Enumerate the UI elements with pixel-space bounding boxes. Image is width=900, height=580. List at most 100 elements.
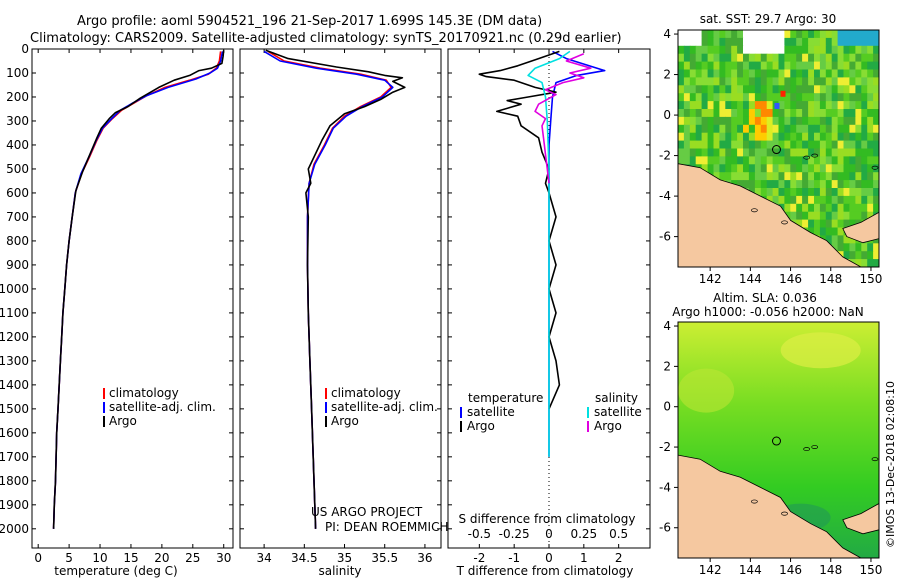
plot-frame [31,48,234,549]
sst-cell [731,85,738,94]
sst-cell [796,188,803,197]
sst-cell [831,211,839,221]
sst-cell [825,180,833,189]
title-line-2: Climatology: CARS2009. Satellite-adjuste… [30,31,622,46]
sst-cell [748,37,756,47]
sst-cell [790,37,797,47]
sst-cell [837,69,845,78]
sst-cell [837,85,845,94]
sst-cell [819,77,827,86]
map-x-tick-label: 146 [779,272,802,286]
sst-cell [754,45,762,55]
sst-cell [825,93,833,102]
s-difference-axis-label: S difference from climatology [459,512,636,526]
sst-cell [725,61,732,71]
sst-cell [843,85,851,94]
sst-cell [861,180,868,189]
sst-cell [814,69,821,78]
sst-cell [766,37,774,47]
credit-line-1: US ARGO PROJECT [311,505,423,519]
sst-cell [861,132,868,142]
sst-cell [772,93,780,102]
sst-cell [819,203,827,213]
sst-cell [713,101,721,110]
sst-cell [855,243,862,252]
sst-cell [784,69,791,78]
sst-cell [819,124,827,134]
sst-cell [725,101,732,110]
sst-cell [867,148,874,157]
sst-cell [855,188,862,197]
sst-cell [754,140,762,150]
sst-cell [748,172,756,181]
sst-cell [814,156,821,165]
sst-cell [678,69,685,78]
sst-cell [861,45,868,55]
sst-cell [695,61,703,71]
legend-title-salinity: salinity [595,391,638,405]
sst-cell [743,45,750,55]
sst-cell [790,77,797,86]
island [803,447,810,452]
sst-cell [725,172,732,181]
sla-map: 142 144 146 148 150 4 2 0 -2 -4 -6 [659,319,882,577]
sst-cell [719,156,726,165]
sst-cell [784,195,791,205]
sst-cell [760,53,768,63]
sst-cell [802,37,809,47]
sst-cell [796,45,803,55]
sst-cell [825,148,833,157]
sst-cell [678,124,685,134]
sst-cell [725,69,732,78]
sst-cell [743,69,750,78]
sst-cell [754,132,762,142]
sst-cell [873,156,879,165]
y-tick-label: 200 [6,90,29,104]
sst-cell [754,124,762,134]
sst-cell [725,85,732,94]
sst-map-title: sat. SST: 29.7 Argo: 30 [700,12,837,26]
sst-cell [754,53,762,63]
sst-cell [837,235,845,244]
map-x-tick-label: 142 [699,563,722,577]
x-tick-label: 35 [337,551,352,565]
sst-cell [849,132,856,142]
sst-cell [861,203,868,213]
sst-cell [790,140,797,150]
sst-cell [778,156,786,165]
sst-cell [873,180,879,189]
sst-cell [855,164,862,173]
sst-cell [867,211,874,221]
sst-cell [760,180,768,189]
sst-cell [831,235,839,244]
sst-cell [689,101,697,110]
sst-cell [802,203,809,213]
sst-cell [873,140,879,150]
sst-cell [837,243,845,252]
sst-cell [849,164,856,173]
sst-cell [760,69,768,78]
sst-cell [849,180,856,189]
sst-cell [843,132,851,142]
sst-cell [855,203,862,213]
sst-cell [837,195,845,205]
sst-cell [748,140,756,150]
sst-cell [754,180,762,189]
sst-cell [766,101,774,110]
sst-cell [861,148,868,157]
map-y-tick-label: 2 [663,359,671,373]
sst-cell [808,109,815,118]
sst-cell [689,53,697,63]
sst-cell [849,85,856,94]
sst-cell [843,251,851,260]
island [811,445,819,450]
map-x-tick-label: 150 [860,563,883,577]
legend-label: Argo [594,419,622,433]
sst-cell [814,93,821,102]
sst-cell [701,37,709,47]
sst-cell [784,30,791,39]
sst-cell [766,30,774,39]
sst-cell [831,180,839,189]
sst-cell [719,61,726,71]
sst-cell [873,243,879,252]
